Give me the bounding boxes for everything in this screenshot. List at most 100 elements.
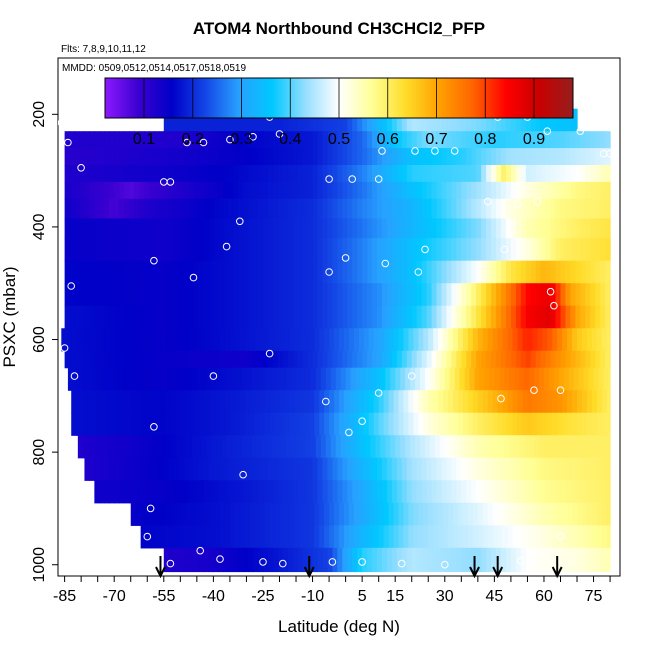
heat-cell xyxy=(357,547,363,573)
heat-cell xyxy=(381,350,388,369)
heat-cell xyxy=(238,305,244,329)
sample-point xyxy=(358,558,366,566)
heat-cell xyxy=(193,480,200,504)
heat-cell xyxy=(195,525,201,549)
heat-cell xyxy=(203,164,210,183)
heat-cell xyxy=(314,390,320,414)
heat-cell xyxy=(228,305,234,329)
heat-cell xyxy=(339,525,345,549)
heat-cell xyxy=(196,367,203,391)
heat-cell xyxy=(438,390,444,414)
heat-cell xyxy=(322,148,329,166)
heat-cell xyxy=(99,238,105,262)
heat-cell xyxy=(436,283,443,307)
heat-cell xyxy=(403,412,410,436)
heat-cell xyxy=(575,283,581,307)
heat-cell xyxy=(124,350,130,369)
heat-cell xyxy=(213,480,219,504)
pressure-band xyxy=(61,328,611,352)
heat-cell xyxy=(550,547,557,573)
heat-cell xyxy=(431,457,438,481)
heat-cell xyxy=(271,367,277,391)
heat-cell xyxy=(530,238,537,262)
heat-cell xyxy=(130,390,137,414)
heat-cell xyxy=(595,148,601,166)
heat-cell xyxy=(596,525,603,549)
heat-cell xyxy=(386,547,393,573)
heat-cell xyxy=(403,525,410,549)
sample-point xyxy=(236,217,244,226)
heat-cell xyxy=(185,412,191,436)
pressure-band xyxy=(67,367,611,391)
heat-cell xyxy=(395,435,401,459)
heat-cell xyxy=(203,480,210,504)
heat-cell xyxy=(173,457,180,481)
pressure-band xyxy=(64,350,611,369)
heat-cell xyxy=(188,218,195,239)
heat-cell xyxy=(406,457,413,481)
heat-cell xyxy=(555,108,562,132)
heat-cell xyxy=(550,350,557,369)
pressure-band xyxy=(130,502,611,526)
heat-cell xyxy=(358,328,365,352)
heat-cell xyxy=(193,108,200,132)
heat-cell xyxy=(367,218,373,239)
heat-cell xyxy=(262,108,269,132)
sample-point xyxy=(374,175,383,183)
heat-cell xyxy=(436,148,443,166)
heat-cell xyxy=(317,480,324,504)
heat-cell xyxy=(581,525,588,549)
heat-cell xyxy=(383,525,390,549)
heat-cell xyxy=(249,525,256,549)
heat-cell xyxy=(254,502,261,526)
heat-cell xyxy=(555,181,562,200)
heat-cell xyxy=(76,390,82,414)
heat-cell xyxy=(570,164,576,183)
heat-cell xyxy=(491,198,497,220)
heat-cell xyxy=(135,328,142,352)
heat-cell xyxy=(248,181,254,200)
heat-cell xyxy=(302,283,309,307)
heat-cell xyxy=(377,148,383,166)
heat-cell xyxy=(600,457,606,481)
heat-cell xyxy=(400,435,406,459)
heat-cell xyxy=(575,108,578,132)
heat-cell xyxy=(570,198,576,220)
heat-cell xyxy=(224,390,231,414)
heat-cell xyxy=(244,412,251,436)
heat-cell xyxy=(158,480,165,504)
heat-cell xyxy=(198,260,205,284)
heat-cell xyxy=(578,435,585,459)
heat-cell xyxy=(315,435,322,459)
heat-cell xyxy=(158,181,165,200)
heat-cell xyxy=(163,547,170,573)
heat-cell xyxy=(391,260,398,284)
heat-cell xyxy=(302,350,309,369)
heat-cell xyxy=(428,412,434,436)
heat-cell xyxy=(491,164,497,183)
heat-cell xyxy=(239,412,246,436)
heat-cell xyxy=(119,283,125,307)
heat-cell xyxy=(84,218,91,239)
heat-cell xyxy=(94,350,100,369)
heat-cell xyxy=(135,412,142,436)
heat-cell xyxy=(208,181,214,200)
heat-cell xyxy=(600,350,606,369)
heat-cell xyxy=(150,390,157,414)
heat-cell xyxy=(163,218,170,239)
heat-cell xyxy=(339,502,345,526)
heat-cell xyxy=(258,305,264,329)
heat-cell xyxy=(289,412,295,436)
heat-cell xyxy=(560,350,567,369)
heat-cell xyxy=(221,435,228,459)
heat-cell xyxy=(453,412,459,436)
heat-cell xyxy=(304,412,310,436)
heat-cell xyxy=(605,480,611,504)
heat-cell xyxy=(411,238,418,262)
heat-cell xyxy=(400,367,406,391)
heat-cell xyxy=(380,367,386,391)
heat-cell xyxy=(505,148,512,166)
heat-cell xyxy=(426,547,433,573)
heat-cell xyxy=(289,525,295,549)
heat-cell xyxy=(132,367,138,391)
